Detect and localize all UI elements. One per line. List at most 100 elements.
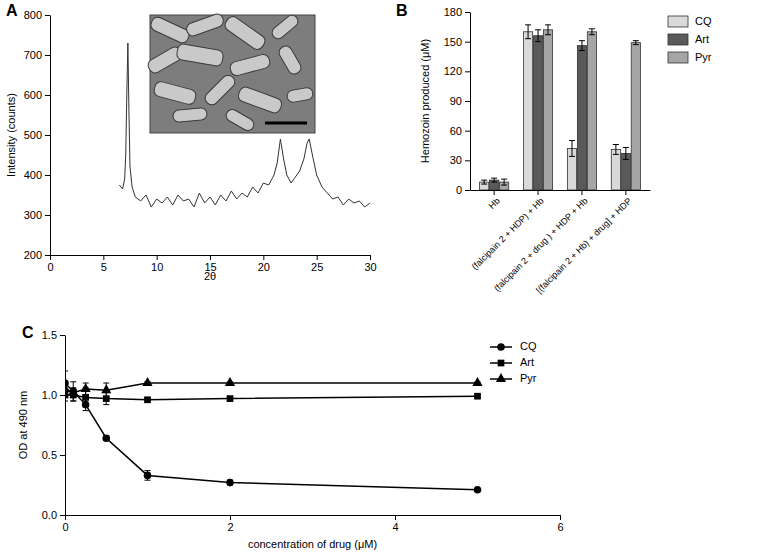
tick: 400 [24, 169, 50, 181]
data-point [142, 377, 152, 386]
inset-crystal [185, 12, 225, 37]
error-bar-stem [548, 25, 549, 35]
error-bar-cap [589, 28, 595, 29]
tick-mark [45, 55, 50, 56]
error-bar-stem [615, 145, 616, 155]
tick-label: 30 [364, 261, 376, 273]
tick: (falcipain 2 + drug ) + HDP + Hb [492, 190, 590, 293]
tick-mark [581, 190, 582, 195]
tick-mark [263, 255, 264, 260]
legend-label: CQ [695, 15, 712, 27]
tick-mark [465, 42, 470, 43]
tick-label: 1.5 [42, 329, 57, 341]
legend-label: Art [695, 33, 709, 45]
tick: 60 [450, 125, 470, 137]
tick-mark [494, 190, 495, 195]
tick-label: 200 [24, 249, 42, 261]
tick: 0 [47, 255, 53, 273]
error-bar-cap [65, 383, 68, 384]
bar [621, 153, 630, 190]
tick-label: 30 [450, 154, 462, 166]
tick-label: 2 [227, 521, 233, 533]
error-bar [145, 397, 151, 402]
error-bar-cap [491, 178, 497, 179]
bar [587, 32, 596, 190]
tick: 120 [444, 65, 470, 77]
tick-label: 0 [47, 261, 53, 273]
error-bar-cap [70, 401, 76, 402]
tick: 200 [24, 249, 50, 261]
tick-label: 0 [62, 521, 68, 533]
tick: 0.5 [42, 449, 65, 461]
tick: 150 [444, 36, 470, 48]
tick: 700 [24, 49, 50, 61]
bar [577, 46, 586, 190]
legend-swatch [668, 52, 688, 63]
tick: 10 [151, 255, 163, 273]
inset-crystal [286, 87, 314, 103]
error-bar [525, 25, 531, 39]
tick: 25 [311, 255, 323, 273]
error-bar-cap [103, 404, 109, 405]
error-bar-stem [581, 41, 582, 51]
error-bar [579, 41, 585, 51]
tick-mark [45, 15, 50, 16]
inset-crystal [277, 44, 303, 76]
inset-crystal [237, 85, 283, 114]
legend-marker [497, 343, 505, 351]
tick-label: 20 [258, 261, 270, 273]
inset-crystal [153, 80, 197, 105]
tick-label: 1.0 [42, 389, 57, 401]
error-bar-cap [65, 395, 68, 396]
error-bar-cap [145, 480, 151, 481]
tick-mark [60, 395, 65, 396]
legend-marker [498, 360, 505, 367]
tick: 20 [258, 255, 270, 273]
tick-mark [45, 255, 50, 256]
panel-label: C [22, 324, 34, 341]
tick-mark [465, 160, 470, 161]
tick: 300 [24, 209, 50, 221]
error-bar-stem [571, 141, 572, 157]
tick: 30 [450, 154, 470, 166]
error-bar-stem [635, 41, 636, 45]
tick-mark [538, 190, 539, 195]
tick-label: 120 [444, 65, 462, 77]
error-bar-cap [545, 24, 551, 25]
error-bar-cap [535, 41, 541, 42]
tick-label: 180 [444, 6, 462, 18]
inset-crystal [149, 15, 191, 45]
tick-label: 300 [24, 209, 42, 221]
bar [611, 149, 620, 190]
tick-label: 6 [557, 521, 563, 533]
tick-mark [60, 455, 65, 456]
y-axis: 0306090120150180 [444, 6, 471, 196]
error-bar-stem [625, 147, 626, 159]
error-bar-cap [83, 407, 89, 408]
error-bar-cap [569, 140, 575, 141]
bar [490, 180, 499, 190]
error-bar-cap [535, 29, 541, 30]
data-point [144, 472, 152, 480]
axis-line [65, 336, 66, 516]
tick-mark [45, 95, 50, 96]
tick: 6 [557, 515, 563, 533]
error-bar-cap [613, 144, 619, 145]
bar [523, 32, 532, 190]
error-bar-cap [633, 40, 639, 41]
legend-swatch [668, 34, 688, 45]
tick: 4 [392, 515, 398, 533]
error-bar-cap [65, 401, 68, 402]
error-bar-cap [623, 159, 629, 160]
inset-scale-bar [265, 122, 307, 125]
error-bar-cap [103, 383, 109, 384]
data-point [101, 384, 111, 393]
axis-line [470, 13, 471, 191]
tick-label: 800 [24, 9, 42, 21]
tick: 180 [444, 6, 470, 18]
tick-mark [210, 255, 211, 260]
tick: 0 [456, 184, 470, 196]
figure: 051015202530200300400500600700800AIntens… [0, 0, 764, 556]
tick: Hb [487, 190, 502, 211]
panel-label: A [6, 2, 18, 19]
